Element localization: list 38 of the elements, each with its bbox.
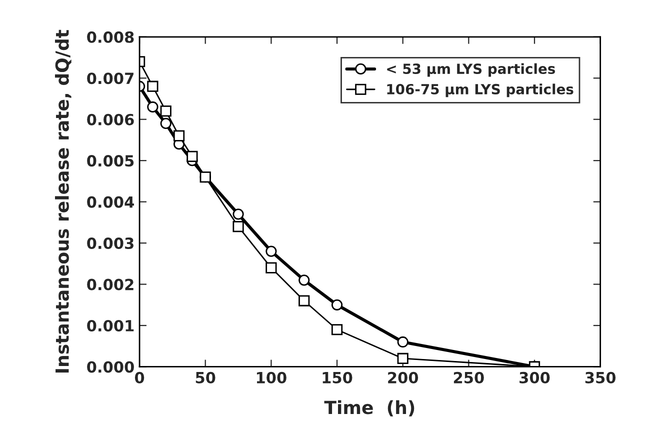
y-tick-label: 0.005 bbox=[87, 155, 134, 167]
point bbox=[186, 150, 198, 162]
point bbox=[173, 130, 185, 142]
y-tick-label: 0.004 bbox=[87, 196, 134, 208]
point bbox=[160, 106, 172, 117]
y-tick-label: 0.003 bbox=[87, 238, 134, 250]
y-tick-label: 0.001 bbox=[87, 320, 134, 332]
x-tick-label: 200 bbox=[388, 372, 418, 384]
point bbox=[232, 208, 244, 220]
point bbox=[397, 352, 408, 364]
y-tick-label: 0.008 bbox=[87, 31, 134, 43]
y-tick-label: 0.002 bbox=[87, 278, 134, 290]
point bbox=[298, 274, 310, 286]
y-axis-title: Instantaneous release rate, dQ/dt bbox=[54, 30, 72, 373]
x-tick-label: 300 bbox=[520, 372, 550, 384]
point bbox=[147, 101, 158, 113]
legend-label: < 53 μm LYS particles bbox=[387, 63, 555, 77]
x-tick-label: 250 bbox=[454, 372, 484, 384]
point bbox=[266, 262, 277, 274]
y-tick-label: 0.007 bbox=[87, 72, 134, 84]
x-tick-label: 350 bbox=[585, 372, 616, 384]
point bbox=[200, 172, 211, 183]
y-tick-label: 0.006 bbox=[87, 114, 134, 126]
x-tick-label: 50 bbox=[196, 372, 216, 384]
point bbox=[331, 299, 343, 310]
legend-label: 106-75 μm LYS particles bbox=[387, 84, 574, 98]
x-tick-label: 0 bbox=[134, 372, 144, 384]
point bbox=[331, 324, 343, 336]
x-tick-label: 150 bbox=[322, 372, 352, 384]
point bbox=[160, 118, 172, 130]
point bbox=[397, 336, 408, 348]
point bbox=[232, 220, 244, 232]
x-tick-label: 100 bbox=[256, 372, 286, 384]
point bbox=[147, 80, 158, 92]
x-axis-title: Time (h) bbox=[324, 400, 414, 416]
point bbox=[298, 295, 310, 306]
point bbox=[266, 246, 277, 257]
y-tick-label: 0.000 bbox=[87, 361, 134, 373]
